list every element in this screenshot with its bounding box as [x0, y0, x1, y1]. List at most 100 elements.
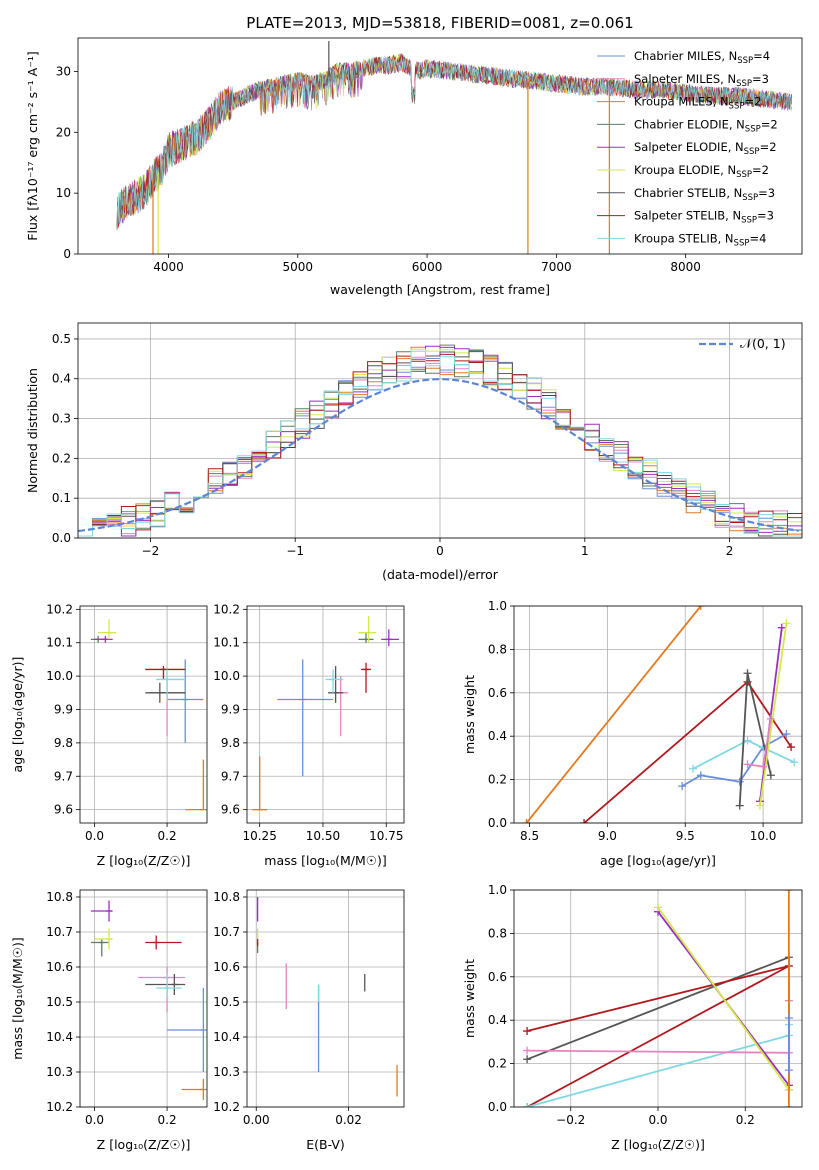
weight-point-marker [759, 762, 768, 771]
weight-point-marker [735, 801, 744, 810]
legend-label-sub: SSP [729, 102, 745, 112]
weight-point-marker [766, 771, 775, 780]
axes-frame [77, 37, 803, 255]
y-tick-label: 10.1 [46, 636, 73, 650]
legend-label: Kroupa ELODIE, NSSP=2 [634, 163, 769, 180]
axes-frame [79, 889, 208, 1108]
weight-series-line [657, 906, 790, 1091]
weight-point-marker [784, 1066, 793, 1075]
x-tick-label: 0.2 [736, 1113, 755, 1127]
legend-label-base: Salpeter STELIB, N [634, 209, 741, 223]
x-tick-label: 0.0 [648, 1113, 667, 1127]
axes-frame [246, 889, 405, 1108]
plot-area-z_weight [523, 890, 793, 1107]
legend-label-tail: =3 [758, 186, 775, 200]
panel-z_mass: 0.0 0.2 10.2 10.3 10.4 10.5 10.6 10.7 10.8 Z [log… [10, 889, 208, 1152]
weight-point-marker [696, 606, 705, 610]
y-tick-label: 10.3 [46, 1065, 73, 1079]
panel-ebv_mass: 0.00 0.02 10.2 10.3 10.4 10.5 10.6 10.7 10.8 E(B-… [213, 889, 405, 1152]
weight-point-marker [784, 1014, 793, 1023]
weight-point-marker [782, 619, 791, 628]
y-tick-label: 0.1 [52, 491, 71, 505]
weight-series-line [759, 623, 788, 806]
x-tick-label: 10.0 [750, 829, 777, 843]
gaussian-curve [78, 378, 800, 533]
panel-age_weight: 8.5 9.0 9.5 10.0 0.0 0.2 0.4 0.6 0.8 1.0 age [log₁… [462, 599, 803, 868]
y-tick-label: 10.5 [213, 995, 240, 1009]
plot-area-residuals [78, 344, 802, 537]
y-tick-label: 10.0 [213, 669, 240, 683]
residual-histogram [78, 350, 802, 537]
x-axis-label: Z [log₁₀(Z/Z☉)] [97, 1137, 191, 1152]
legend-label-base: Kroupa MILES, N [634, 95, 729, 109]
y-tick-label: 10.4 [46, 1030, 73, 1044]
y-tick-label: 10.2 [213, 1100, 240, 1114]
x-tick-label: −1 [286, 544, 304, 558]
plot-area-z_mass [90, 900, 207, 1100]
legend-label-base: Salpeter ELODIE, N [634, 140, 744, 154]
legend-label-tail: =2 [761, 117, 778, 131]
y-tick-label: 0.2 [488, 1057, 507, 1071]
x-tick-label: 6000 [412, 260, 443, 274]
y-tick-label: 0.8 [488, 642, 507, 656]
x-tick-label: 0.0 [85, 1113, 104, 1127]
weight-point-marker [689, 764, 698, 773]
legend-label-sub: SSP [736, 170, 752, 180]
x-tick-label: 0.2 [158, 1113, 177, 1127]
weight-point-marker [784, 1103, 793, 1107]
legend-label: Kroupa MILES, NSSP=2 [634, 95, 761, 112]
y-tick-label: 30 [56, 64, 71, 78]
legend-label-tail: =3 [752, 72, 769, 86]
plot-area-mass_age [252, 616, 399, 811]
legend-label: Chabrier STELIB, NSSP=3 [634, 186, 775, 203]
x-tick-label: 0.02 [335, 1113, 362, 1127]
y-tick-label: 10.7 [213, 925, 240, 939]
y-tick-label: 10.7 [46, 925, 73, 939]
y-tick-label: 10.2 [46, 1100, 73, 1114]
x-tick-label: 5000 [283, 260, 314, 274]
plot-area-age_weight [522, 606, 799, 823]
x-tick-label: 0 [436, 544, 444, 558]
y-tick-label: 10 [56, 186, 71, 200]
weight-point-marker [777, 623, 786, 632]
y-tick-label: 9.9 [221, 702, 240, 716]
y-tick-label: 9.7 [54, 769, 73, 783]
x-tick-label: 0.00 [243, 1113, 270, 1127]
y-tick-label: 9.6 [221, 803, 240, 817]
legend-label: Salpeter ELODIE, NSSP=2 [634, 140, 777, 157]
y-tick-label: 9.7 [221, 769, 240, 783]
x-tick-label: 10.75 [369, 829, 403, 843]
x-tick-label: 10.50 [306, 829, 340, 843]
legend-label: Kroupa STELIB, NSSP=4 [634, 231, 766, 248]
panel-spectrum: 4000 5000 6000 7000 8000 0 10 20 30 wavelength [A… [25, 37, 803, 297]
x-tick-label: 4000 [153, 260, 184, 274]
weight-point-marker [743, 760, 752, 769]
legend-label-sub: SSP [745, 124, 761, 134]
weight-point-marker [782, 730, 791, 739]
axes-frame [513, 889, 803, 1108]
weight-point-marker [678, 782, 687, 791]
y-tick-label: 10.8 [213, 890, 240, 904]
panel-z_age: 0.0 0.2 9.6 9.7 9.8 9.9 10.0 10.1 10.2 Z [log₁₀(Z… [10, 602, 208, 868]
y-tick-label: 0.0 [488, 816, 507, 830]
x-axis-label: mass [log₁₀(M/M☉)] [264, 853, 386, 868]
weight-point-marker [790, 758, 799, 767]
y-tick-label: 0.6 [488, 970, 507, 984]
legend-label-sub: SSP [742, 193, 758, 203]
x-tick-label: 9.5 [676, 829, 695, 843]
weight-point-marker [766, 714, 775, 723]
legend-label-base: Chabrier MILES, N [634, 49, 737, 63]
y-tick-label: 9.6 [54, 803, 73, 817]
y-tick-label: 1.0 [488, 883, 507, 897]
weight-point-marker [523, 1046, 532, 1055]
y-tick-label: 0.6 [488, 686, 507, 700]
y-tick-label: 20 [56, 125, 71, 139]
x-tick-label: 7000 [541, 260, 572, 274]
panel-mass_age: 10.25 10.50 10.75 9.6 9.7 9.8 9.9 10.0 10.1 10.2 m… [213, 602, 405, 868]
plot-area-z_age [90, 619, 207, 811]
y-tick-label: 0.3 [52, 412, 71, 426]
spectrum-line [116, 54, 792, 230]
legend-label: Chabrier ELODIE, NSSP=2 [634, 117, 778, 134]
weight-series-line [525, 606, 702, 823]
